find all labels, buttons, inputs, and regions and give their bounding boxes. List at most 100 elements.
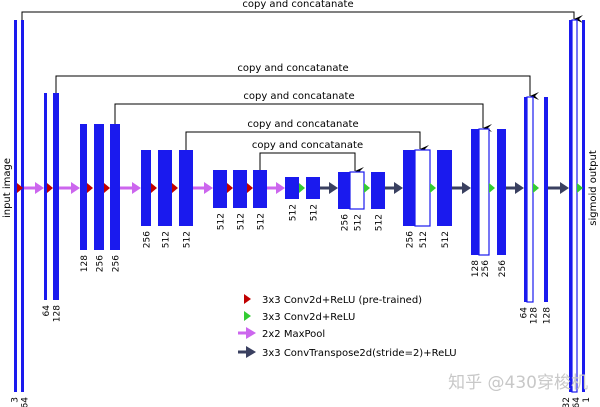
feature-map-enc3-0 [80, 124, 87, 250]
channel-label: 256 [481, 260, 491, 277]
channel-label: 256 [143, 231, 153, 248]
legend-label: 2x2 MaxPool [262, 329, 325, 340]
concat-feature-map-dec5-1 [571, 19, 578, 393]
channel-label: 512 [183, 231, 193, 248]
channel-label: 128 [471, 260, 481, 277]
feature-map-dec2-0 [403, 150, 415, 226]
feature-map-dec5-2 [582, 20, 585, 392]
feature-map-enc4-2 [179, 150, 193, 226]
legend-item: 3x3 Conv2d+ReLU [244, 311, 355, 323]
copy-and-concatenate-connection: copy and concatanate [252, 140, 364, 175]
channel-label: 512 [217, 213, 227, 230]
feature-map-dec1-0 [338, 172, 350, 209]
watermark: 知乎 @430穿梭机 [448, 373, 588, 393]
conv-pretrained-icon [87, 183, 93, 193]
feature-map-dec3-0 [471, 129, 479, 255]
feature-map-enc1-0 [14, 20, 17, 392]
feature-map-bottom-0 [285, 177, 299, 199]
channel-label: 512 [441, 231, 451, 248]
conv-icon [489, 183, 495, 193]
legend-label: 3x3 Conv2d+ReLU [262, 312, 355, 323]
copy-and-concatenate-label: copy and concatanate [237, 63, 348, 74]
channel-label: 256 [112, 255, 122, 272]
feature-map-dec5-0 [569, 20, 572, 392]
feature-map-enc3-1 [94, 124, 104, 250]
conv-transpose-arrow [320, 182, 338, 194]
channel-label: 512 [162, 231, 172, 248]
channel-label: 64 [519, 307, 529, 319]
copy-and-concatenate-label: copy and concatanate [247, 119, 358, 130]
channel-label: 512 [310, 204, 320, 221]
feature-map-enc2-0 [44, 93, 47, 300]
copy-and-concatenate-label: copy and concatanate [252, 140, 363, 151]
conv-pretrained-icon [247, 183, 253, 193]
channel-label: 64 [42, 305, 52, 317]
sigmoid-output-label: sigmoid output [588, 150, 599, 226]
conv-pretrained-icon [151, 183, 157, 193]
channel-label: 32 [562, 397, 572, 407]
feature-map-enc5-1 [233, 170, 247, 208]
channel-label: 128 [80, 255, 90, 272]
channel-label: 64 [572, 397, 582, 407]
conv-pretrained-icon [104, 183, 110, 193]
copy-and-concatenate-label: copy and concatanate [243, 91, 354, 102]
feature-map-dec2-2 [437, 150, 452, 226]
copy-and-concatenate-connection: copy and concatanate [55, 63, 539, 100]
channel-label: 128 [53, 305, 63, 322]
conv-icon [533, 183, 539, 193]
conv-transpose-arrow [548, 182, 569, 194]
concat-feature-map-dec4-1 [526, 96, 534, 303]
legend-arrow-icon [246, 346, 256, 358]
input-image-label: input image [2, 158, 13, 218]
conv-transpose-arrow [385, 182, 403, 194]
channel-label: 512 [257, 213, 267, 230]
channel-label: 256 [498, 260, 508, 277]
conv-icon [299, 183, 305, 193]
feature-map-dec3-2 [497, 129, 506, 255]
legend-label: 3x3 Conv2d+ReLU (pre-trained) [262, 295, 422, 306]
feature-map-enc5-2 [253, 170, 267, 208]
maxpool-arrow [267, 182, 285, 194]
conv-icon [577, 183, 583, 193]
concat-feature-map-dec3-1 [478, 128, 490, 256]
feature-map-enc3-2 [110, 124, 120, 250]
concat-feature-map-dec1-1 [349, 171, 365, 210]
channel-label: 128 [543, 307, 553, 324]
copy-and-concatenate-label: copy and concatanate [242, 0, 353, 10]
conv-pretrained-icon [17, 183, 23, 193]
channel-label: 512 [354, 214, 364, 231]
legend-item: 2x2 MaxPool [238, 327, 325, 340]
copy-and-concatenate-connection: copy and concatanate [21, 0, 583, 23]
channel-label: 256 [96, 255, 106, 272]
feature-map-dec1-2 [371, 172, 385, 209]
maxpool-arrow [24, 182, 44, 194]
feature-map-dec4-0 [524, 97, 527, 302]
maxpool-arrow [120, 182, 141, 194]
copy-and-concatenate-connection: copy and concatanate [185, 119, 429, 153]
conv-pretrained-icon [172, 183, 178, 193]
conv-icon [430, 183, 436, 193]
copy-and-concatenate-connection: copy and concatanate [114, 91, 492, 132]
feature-map-enc5-0 [213, 170, 227, 208]
feature-map-dec4-2 [544, 97, 548, 302]
feature-map-enc4-1 [158, 150, 172, 226]
feature-map-enc2-1 [53, 93, 59, 300]
channel-label: 256 [341, 214, 351, 231]
channel-label: 3 [11, 397, 21, 403]
conv-transpose-arrow [452, 182, 471, 194]
channel-label: 1 [582, 397, 592, 403]
legend-triangle-icon [244, 294, 251, 304]
channel-label: 64 [21, 397, 31, 407]
maxpool-arrow [59, 182, 80, 194]
concat-feature-map-dec2-1 [414, 149, 431, 227]
legend-triangle-icon [244, 311, 251, 321]
feature-map-enc4-0 [141, 150, 151, 226]
conv-pretrained-icon [47, 183, 53, 193]
conv-transpose-arrow [506, 182, 524, 194]
conv-icon [364, 183, 370, 193]
channel-label: 128 [529, 307, 539, 324]
legend-label: 3x3 ConvTranspose2d(stride=2)+ReLU [262, 348, 457, 359]
conv-pretrained-icon [227, 183, 233, 193]
